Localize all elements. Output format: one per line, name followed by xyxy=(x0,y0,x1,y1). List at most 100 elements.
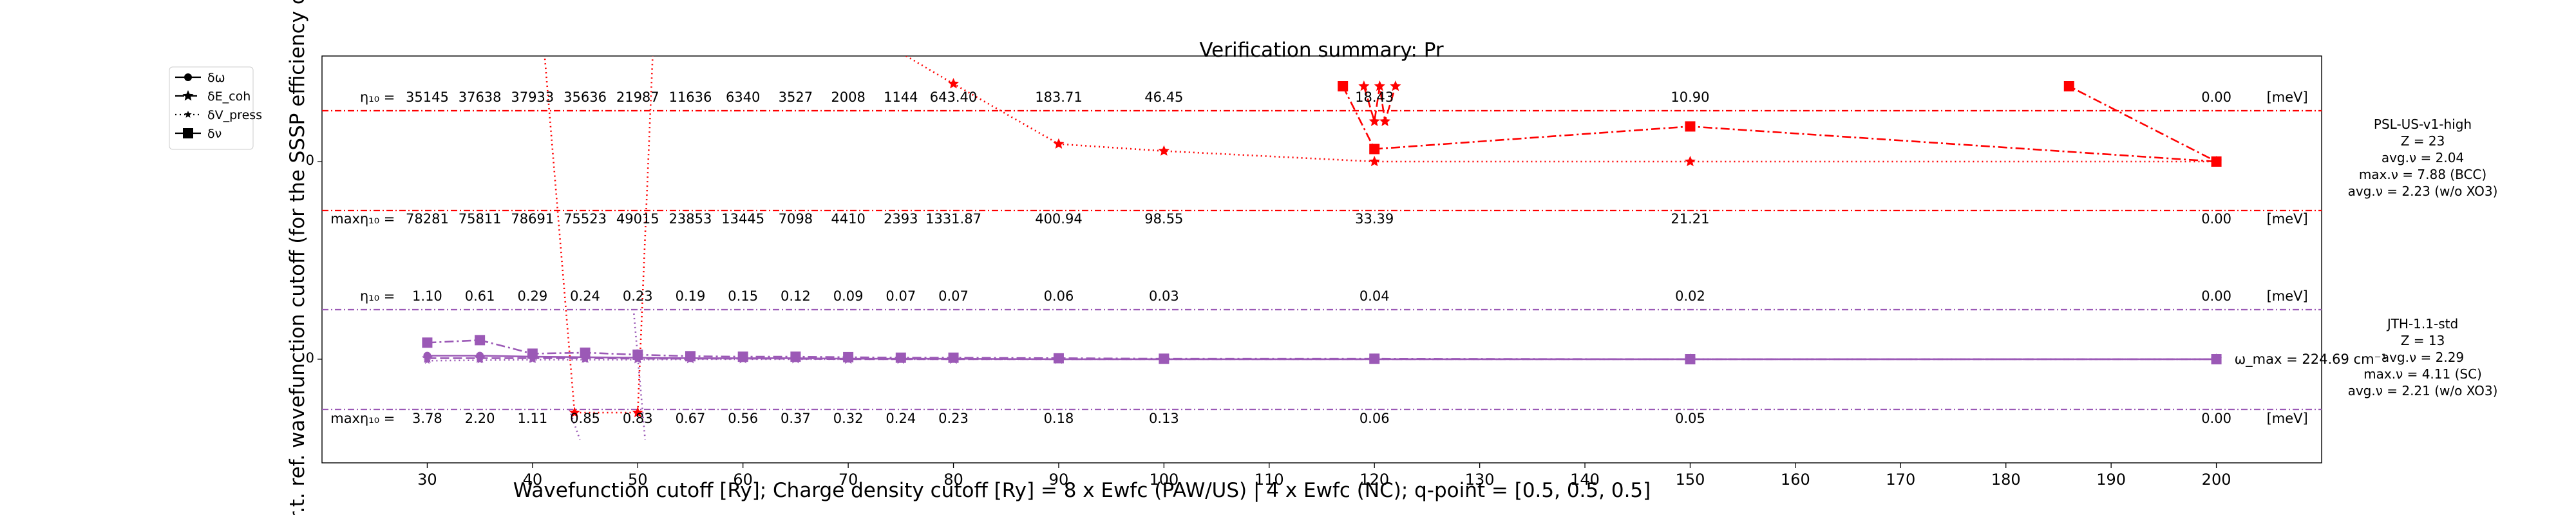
psl-us-v1-high-unit-top: [meV] xyxy=(2267,89,2308,105)
jth-1-1-std-eta-75: 0.07 xyxy=(886,288,916,304)
psl-us-v1-high-eta-100: 46.45 xyxy=(1144,89,1183,105)
jth-1-1-std-extra-line-0 xyxy=(568,409,581,440)
jth-1-1-std-info-2: avg.ν = 2.29 xyxy=(2382,350,2464,365)
jth-1-1-std-series-line-1 xyxy=(427,357,2217,360)
jth-1-1-std-max-eta-55: 0.67 xyxy=(676,411,706,426)
jth-1-1-std-eta-150: 0.02 xyxy=(1675,288,1705,304)
y-axis-label: w.r.t. ref. wavefunction cutoff (for the… xyxy=(286,0,309,515)
jth-1-1-std-unit-top: [meV] xyxy=(2267,288,2308,304)
psl-us-v1-high-unit-bottom: [meV] xyxy=(2267,211,2308,227)
jth-1-1-std-series-point-3-7 xyxy=(790,351,801,362)
psl-us-v1-high-series-point-1-3 xyxy=(1379,115,1391,126)
legend-marker-2 xyxy=(184,111,192,118)
jth-1-1-std-max-eta-75: 0.24 xyxy=(886,411,916,426)
psl-us-v1-high-eta-75: 1144 xyxy=(884,89,918,105)
x-tick-label-160: 160 xyxy=(1781,471,1810,489)
jth-1-1-std-series-point-3-12 xyxy=(1159,353,1170,364)
jth-1-1-std-y-tick-label: 0 xyxy=(306,350,314,366)
jth-1-1-std-max-eta-120: 0.06 xyxy=(1359,411,1390,426)
psl-us-v1-high-max-eta-55: 23853 xyxy=(669,211,712,227)
psl-us-v1-high-eta-80: 643.40 xyxy=(930,89,977,105)
jth-1-1-std-series-point-3-2 xyxy=(527,348,538,359)
psl-us-v1-high-max-eta-60: 13445 xyxy=(721,211,764,227)
jth-1-1-std-max-eta-label: maxη₁₀ = xyxy=(330,411,395,426)
jth-1-1-std-eta-65: 0.12 xyxy=(781,288,811,304)
x-tick-label-70: 70 xyxy=(838,471,858,489)
jth-1-1-std-max-eta-65: 0.37 xyxy=(781,411,811,426)
psl-us-v1-high-eta-35: 37638 xyxy=(459,89,502,105)
x-tick-label-90: 90 xyxy=(1049,471,1069,489)
jth-1-1-std-max-eta-70: 0.32 xyxy=(833,411,864,426)
x-tick-label-140: 140 xyxy=(1570,471,1600,489)
psl-us-v1-high-max-eta-200: 0.00 xyxy=(2201,211,2231,227)
x-axis: 30 40 50 60 70 80 90 100 110 120 130 140 150 160 170 18… xyxy=(417,463,2231,489)
psl-us-v1-high-eta-55: 11636 xyxy=(669,89,712,105)
jth-1-1-std-eta-80: 0.07 xyxy=(938,288,969,304)
jth-1-1-std-info-0: JTH-1.1-std xyxy=(2386,316,2458,332)
psl-us-v1-high-series-point-1-1 xyxy=(1368,115,1380,126)
psl-us-v1-high-series-point-0-6 xyxy=(1158,145,1170,156)
jth-1-1-std-eta-70: 0.09 xyxy=(833,288,864,304)
psl-us-v1-high-eta-60: 6340 xyxy=(726,89,760,105)
psl-us-v1-high-series-point-0-1 xyxy=(569,407,580,418)
jth-1-1-std-max-eta-90: 0.18 xyxy=(1044,411,1074,426)
jth-1-1-std-series-line-3 xyxy=(427,339,2217,360)
psl-us-v1-high-series-point-0-7 xyxy=(1368,156,1380,167)
x-tick-label-50: 50 xyxy=(628,471,648,489)
jth-1-1-std-unit-bottom: [meV] xyxy=(2267,411,2308,426)
jth-1-1-std-series-point-2-2 xyxy=(529,355,536,363)
legend: δω δE_coh δV_press δν xyxy=(169,66,262,150)
psl-us-v1-high-max-eta-50: 49015 xyxy=(616,211,659,227)
jth-1-1-std-series-point-3-3 xyxy=(580,347,591,358)
legend-label-0: δω xyxy=(207,71,225,85)
psl-us-v1-high-max-eta-70: 4410 xyxy=(831,211,865,227)
series-layer xyxy=(421,56,2222,440)
jth-1-1-std-series-point-3-5 xyxy=(685,351,696,362)
jth-1-1-std-series-line-2 xyxy=(427,358,2217,362)
jth-1-1-std-info-1: Z = 13 xyxy=(2401,333,2445,348)
psl-us-v1-high-info-2: avg.ν = 2.04 xyxy=(2382,150,2464,165)
x-tick-label-40: 40 xyxy=(523,471,543,489)
jth-1-1-std-series-point-3-6 xyxy=(737,351,748,362)
plot-area xyxy=(321,55,2322,464)
legend-label-1: δE_coh xyxy=(207,89,251,104)
jth-1-1-std-eta-100: 0.03 xyxy=(1149,288,1179,304)
psl-us-v1-high-eta-200: 0.00 xyxy=(2201,89,2231,105)
psl-us-v1-high-info-1: Z = 23 xyxy=(2401,133,2445,149)
jth-1-1-std-max-eta-45: 0.85 xyxy=(570,411,600,426)
jth-1-1-std-eta-label: η₁₀ = xyxy=(360,288,395,304)
legend-marker-3 xyxy=(183,128,193,138)
jth-1-1-std-max-eta-60: 0.56 xyxy=(728,411,758,426)
jth-1-1-std-eta-60: 0.15 xyxy=(728,288,758,304)
x-tick-label-120: 120 xyxy=(1359,471,1389,489)
psl-us-v1-high-y-tick-label: 0 xyxy=(306,153,314,168)
jth-1-1-std-eta-90: 0.06 xyxy=(1044,288,1074,304)
legend-marker-1 xyxy=(182,90,194,101)
psl-us-v1-high-series-point-0-5 xyxy=(1053,138,1065,149)
legend-marker-0 xyxy=(184,73,192,81)
x-tick-label-200: 200 xyxy=(2202,471,2231,489)
jth-1-1-std-max-eta-200: 0.00 xyxy=(2201,411,2231,426)
psl-us-v1-high-eta-40: 37933 xyxy=(511,89,554,105)
jth-1-1-std-series-point-3-15 xyxy=(2211,354,2222,364)
jth-1-1-std-series-point-3-11 xyxy=(1053,353,1064,364)
jth-1-1-std-max-eta-40: 1.11 xyxy=(517,411,547,426)
psl-us-v1-high-eta-120: 18.43 xyxy=(1355,89,1394,105)
psl-us-v1-high-series-point-0-4 xyxy=(948,78,960,89)
x-tick-label-30: 30 xyxy=(417,471,437,489)
x-tick-label-110: 110 xyxy=(1255,471,1284,489)
psl-us-v1-high-series-point-2-3 xyxy=(2211,156,2222,167)
jth-1-1-std-info-3: max.ν = 4.11 (SC) xyxy=(2363,366,2482,382)
x-tick-label-60: 60 xyxy=(733,471,753,489)
psl-us-v1-high-info-3: max.ν = 7.88 (BCC) xyxy=(2359,167,2486,182)
psl-us-v1-high-eta-90: 183.71 xyxy=(1035,89,1082,105)
jth-1-1-std-omega-max: ω_max = 224.69 cm⁻¹ xyxy=(2235,351,2387,368)
x-tick-label-130: 130 xyxy=(1465,471,1495,489)
jth-1-1-std-series-point-3-1 xyxy=(475,335,486,346)
x-tick-label-150: 150 xyxy=(1676,471,1705,489)
jth-1-1-std-max-eta-150: 0.05 xyxy=(1675,411,1705,426)
jth-1-1-std-series-point-3-13 xyxy=(1369,353,1380,364)
x-tick-label-190: 190 xyxy=(2096,471,2126,489)
psl-us-v1-high-series-point-0-8 xyxy=(1684,156,1696,167)
jth-1-1-std-eta-50: 0.23 xyxy=(623,288,653,304)
